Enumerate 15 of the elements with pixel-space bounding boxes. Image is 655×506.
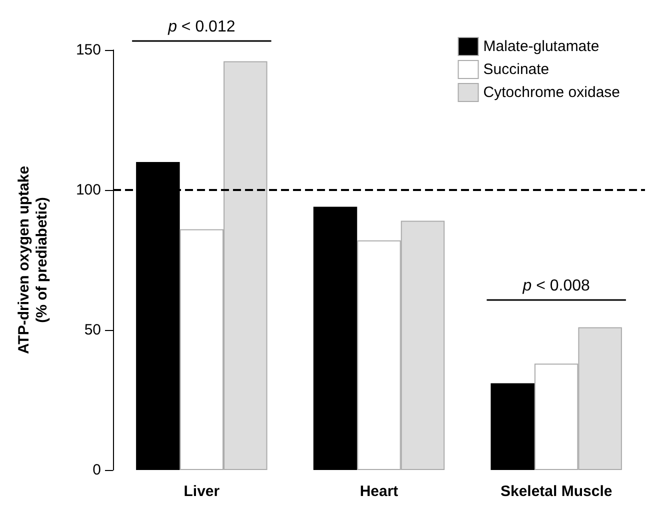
bar [490,383,534,470]
legend-label: Cytochrome oxidase [483,84,620,101]
x-tick-label: Liver [184,483,220,500]
legend-label: Succinate [483,61,550,78]
y-tick-label: 50 [84,322,101,338]
text: p < 0.012 [167,18,236,36]
y-axis-title: ATP-driven oxygen uptake (% of prediabetic) [16,166,50,354]
annotation: p < 0.008 [522,278,590,294]
y-tick-label: 100 [76,182,101,198]
legend-label: Malate-glutamate [483,38,600,55]
y-tick-label: 0 [92,462,101,478]
x-tick-label: Heart [360,483,398,500]
x-tick-label: Skeletal Muscle [500,483,612,500]
bar [313,206,358,470]
y-tick-label: 150 [76,42,101,58]
